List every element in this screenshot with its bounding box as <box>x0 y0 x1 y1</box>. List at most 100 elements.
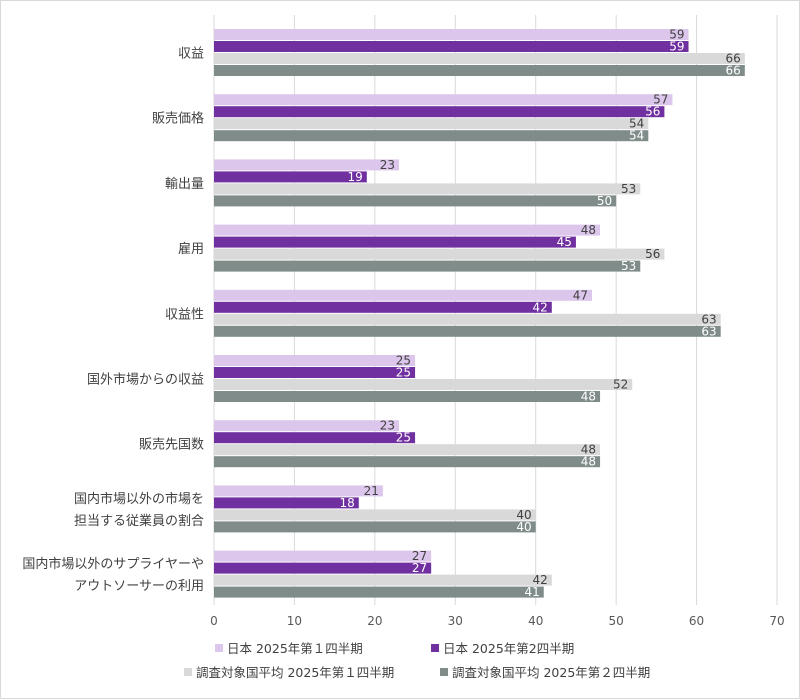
data-label: 27 <box>412 549 427 563</box>
bar <box>214 118 649 130</box>
x-tick-label: 40 <box>528 614 543 628</box>
bar <box>214 391 601 402</box>
x-tick-label: 60 <box>689 614 704 628</box>
data-label: 45 <box>557 235 572 249</box>
bar <box>214 521 536 533</box>
data-label: 19 <box>348 170 363 184</box>
data-label: 59 <box>669 28 684 42</box>
data-label: 23 <box>380 158 395 172</box>
data-label: 47 <box>573 288 588 302</box>
bar <box>214 171 367 183</box>
bar <box>214 379 633 390</box>
data-label: 40 <box>516 508 531 522</box>
bar <box>214 313 721 325</box>
bar <box>214 224 601 236</box>
bar <box>214 367 416 378</box>
legend-swatch <box>215 644 223 652</box>
bar <box>214 289 593 301</box>
category-label: 国内市場以外の市場を <box>74 491 204 507</box>
bar <box>214 195 617 207</box>
bar <box>214 586 544 598</box>
bar <box>214 29 689 40</box>
bar <box>214 420 399 432</box>
data-label: 42 <box>533 300 548 314</box>
data-label: 53 <box>621 259 636 273</box>
bar <box>214 550 432 562</box>
category-label: 雇用 <box>178 241 204 257</box>
data-label: 48 <box>581 390 596 404</box>
category-label: 販売先国数 <box>139 437 204 453</box>
x-tick-label: 0 <box>210 614 218 628</box>
bar <box>214 65 745 76</box>
bar <box>214 444 601 456</box>
data-label: 48 <box>581 455 596 469</box>
category-label: 国内市場以外のサプライヤーや <box>22 556 204 572</box>
data-label: 57 <box>653 93 668 107</box>
bar <box>214 183 641 195</box>
data-label: 50 <box>597 194 612 208</box>
data-label: 52 <box>613 378 628 392</box>
bar <box>214 432 416 444</box>
x-tick-label: 50 <box>609 614 624 628</box>
bar <box>214 236 576 248</box>
legend-swatch <box>431 644 439 652</box>
bar <box>214 94 673 106</box>
category-label: 担当する従業員の割合 <box>74 513 204 529</box>
bar <box>214 325 721 337</box>
data-label: 59 <box>669 40 684 54</box>
bar <box>214 248 665 260</box>
x-tick-label: 20 <box>367 614 382 628</box>
bar <box>214 130 649 142</box>
data-label: 42 <box>533 573 548 587</box>
bar <box>214 260 641 272</box>
data-label: 56 <box>645 247 660 261</box>
data-label: 66 <box>726 64 741 78</box>
data-label: 54 <box>629 129 644 143</box>
data-label: 54 <box>629 117 644 131</box>
data-label: 41 <box>524 585 539 599</box>
data-label: 25 <box>396 431 411 445</box>
bar <box>214 574 552 586</box>
x-axis-ticks: 0 10 20 30 40 50 60 70 <box>210 614 784 628</box>
bar <box>214 497 359 509</box>
legend-swatch <box>440 668 448 676</box>
bar <box>214 355 416 366</box>
legend-label: 調査対象国平均 2025年第１四半期 <box>196 665 394 680</box>
bar <box>214 562 432 574</box>
data-label: 27 <box>412 561 427 575</box>
category-label: 収益 <box>178 47 204 62</box>
bar <box>214 509 536 521</box>
data-label: 25 <box>396 366 411 380</box>
data-label: 23 <box>380 419 395 433</box>
bar <box>214 41 689 52</box>
data-label: 25 <box>396 354 411 368</box>
bar <box>214 106 665 118</box>
category-labels: 収益販売価格輸出量雇用収益性国外市場からの収益販売先国数国内市場以外の市場を担当… <box>22 47 204 595</box>
data-label: 53 <box>621 182 636 196</box>
data-label: 63 <box>701 324 716 338</box>
x-tick-label: 30 <box>448 614 463 628</box>
category-label: 収益性 <box>165 307 204 322</box>
category-label: 国外市場からの収益 <box>87 372 204 388</box>
legend-label: 調査対象国平均 2025年第２四半期 <box>452 665 650 680</box>
bar <box>214 456 601 468</box>
data-label: 40 <box>516 520 531 534</box>
legend-label: 日本 2025年第2四半期 <box>443 641 574 656</box>
data-label: 21 <box>364 484 379 498</box>
bar <box>214 301 552 313</box>
data-label: 56 <box>645 105 660 119</box>
bars <box>214 29 745 598</box>
bar <box>214 485 383 497</box>
data-label: 66 <box>726 52 741 66</box>
x-tick-label: 10 <box>287 614 302 628</box>
data-label: 63 <box>701 312 716 326</box>
bar <box>214 53 745 64</box>
data-label: 18 <box>339 496 354 510</box>
legend-label: 日本 2025年第１四半期 <box>227 641 363 656</box>
data-label: 48 <box>581 443 596 457</box>
data-labels: 5959666657565454231953504845565347426363… <box>339 28 740 600</box>
legend-swatch <box>184 668 192 676</box>
